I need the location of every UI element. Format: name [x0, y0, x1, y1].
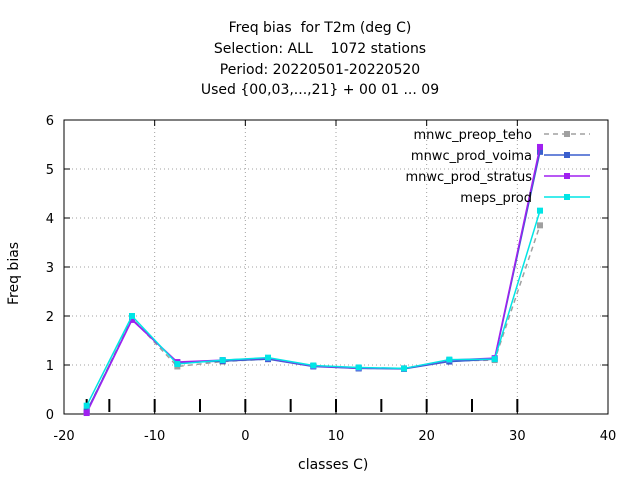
y-axis-label: Freq bias: [6, 241, 22, 305]
series-line-mnwc_preop_teho: [85, 225, 541, 412]
y-tick-label-4: 4: [46, 212, 54, 227]
data-point-meps_prod-5: [310, 362, 317, 369]
title-line-3: Period: 20220501-20220520: [219, 62, 421, 78]
data-point-mnwc_prod_voima-10: [537, 148, 543, 155]
legend: mnwc_preop_teho mnwc_prod_voima mnwc_prod_…: [406, 128, 590, 206]
y-tick-label-3: 3: [46, 261, 54, 276]
legend-marker-meps_prod: [564, 194, 570, 200]
x-tick-label-2: 0: [241, 429, 249, 444]
y-tick-label-5: 5: [46, 163, 54, 178]
legend-marker-mnwc_prod_stratus: [564, 173, 570, 179]
y-tick-label-6: 6: [46, 114, 54, 129]
data-point-meps_prod-3: [219, 357, 226, 364]
legend-label-mnwc_preop_teho: mnwc_preop_teho: [414, 128, 533, 143]
data-point-meps_prod-2: [174, 361, 181, 368]
data-point-meps_prod-8: [446, 356, 453, 363]
x-tick-label-4: 20: [418, 429, 435, 444]
data-point-meps_prod-1: [129, 313, 135, 319]
legend-marker-mnwc_prod_voima: [564, 152, 570, 158]
legend-label-mnwc_prod_voima: mnwc_prod_voima: [411, 149, 532, 164]
x-tick-label-6: 40: [600, 429, 617, 444]
title-line-1: Freq bias for T2m (deg C): [228, 20, 412, 36]
data-point-meps_prod-9: [491, 356, 498, 363]
data-point-mnwc_prod_stratus-10: [537, 143, 543, 150]
data-point-mnwc_prod_stratus-0: [83, 410, 90, 417]
data-point-meps_prod-4: [265, 354, 271, 361]
x-tick-label-5: 30: [509, 429, 526, 444]
legend-label-meps_prod: meps_prod: [460, 191, 532, 206]
series-line-mnwc_prod_stratus: [85, 146, 541, 414]
x-tick-label-3: 10: [328, 429, 345, 444]
legend-label-mnwc_prod_stratus: mnwc_prod_stratus: [406, 170, 533, 185]
y-tick-label-2: 2: [46, 310, 54, 325]
title-line-2: Selection: ALL 1072 stations: [213, 41, 427, 57]
data-point-mnwc_prod_stratus-1: [129, 316, 135, 323]
data-point-meps_prod-0: [83, 402, 90, 409]
x-tick-label-1: -10: [144, 429, 165, 444]
x-tick-label-0: -20: [53, 429, 74, 444]
x-axis-label: classes C): [298, 457, 369, 473]
data-point-meps_prod-7: [401, 365, 407, 372]
y-tick-label-1: 1: [46, 359, 54, 374]
data-point-mnwc_preop_teho-10: [537, 222, 543, 229]
y-tick-label-0: 0: [46, 408, 54, 423]
data-point-meps_prod-10: [537, 207, 543, 214]
title-line-4: Used {00,03,...,21} + 00 01 ... 09: [200, 82, 440, 98]
data-point-meps_prod-6: [355, 364, 362, 371]
legend-marker-mnwc_preop_teho: [564, 131, 570, 137]
